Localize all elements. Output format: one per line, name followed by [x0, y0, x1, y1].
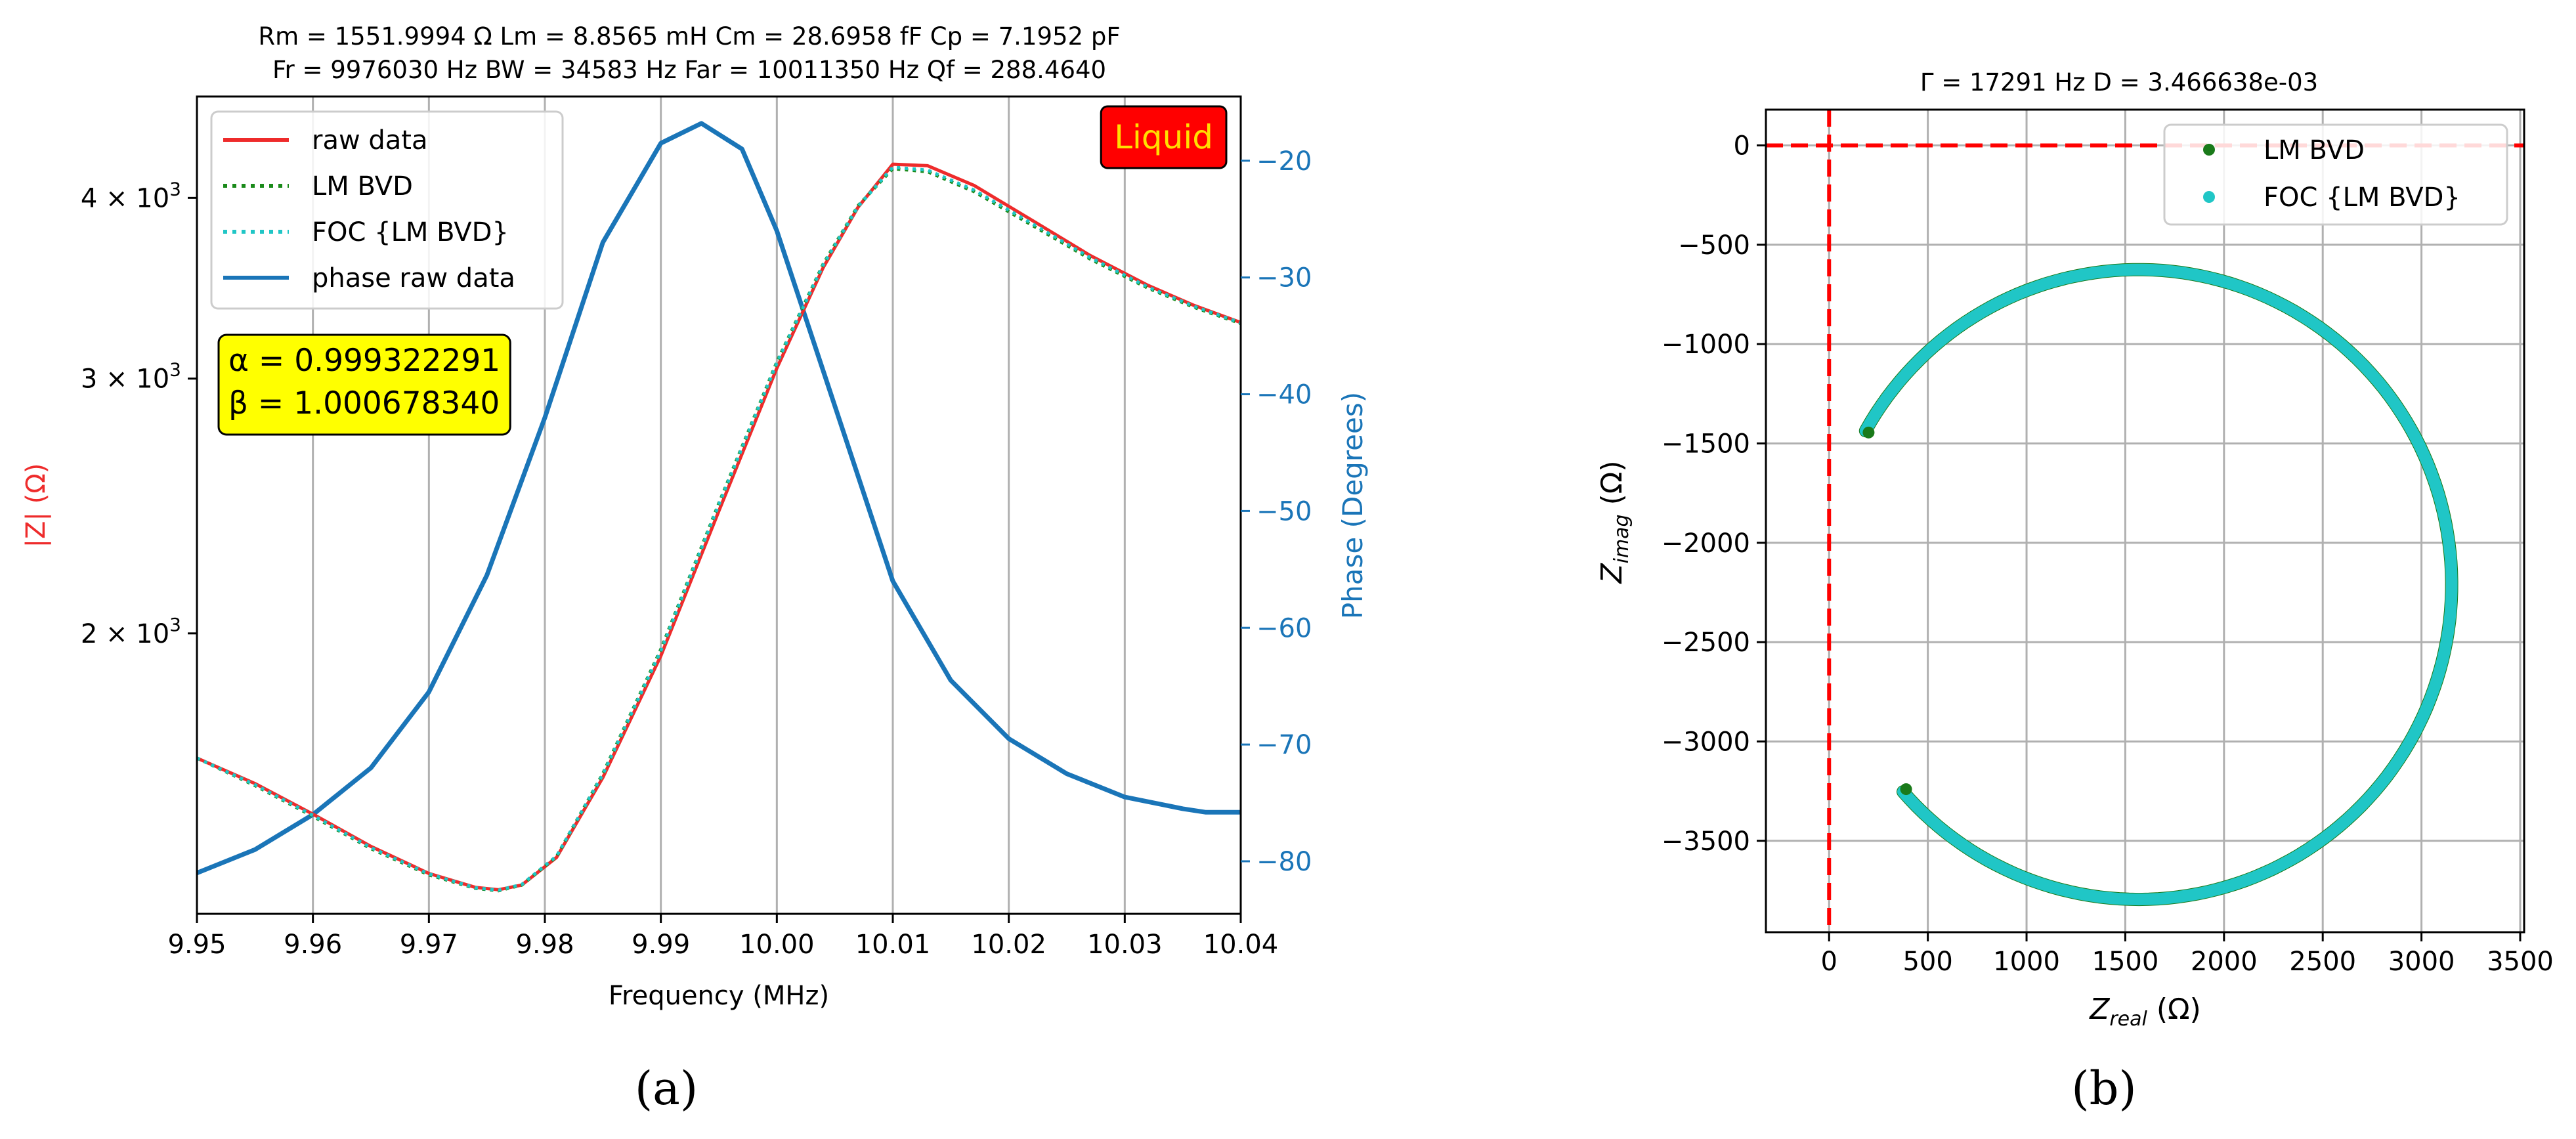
- panel-a-right-tick-label: −30: [1256, 263, 1312, 293]
- panel-a-x-tick-label: 9.96: [284, 930, 342, 960]
- legend-raw-data-label: raw data: [312, 125, 427, 156]
- panel-b-x-tick-label: 1500: [2092, 947, 2159, 977]
- panel-b-y-axis-subscript: imag: [1610, 514, 1633, 563]
- legend-lm-bvd-label: LM BVD: [312, 171, 413, 202]
- panel-b-x-ticks: 0 500 1000 1500 2000 2500 3000 3500: [1821, 932, 2554, 977]
- beta-value: β = 1.000678340: [228, 385, 500, 421]
- panel-a-left-tick-base: 4 × 10: [81, 183, 169, 213]
- panel-a-series: [197, 121, 1241, 893]
- legend-phase-label: phase raw data: [312, 263, 515, 293]
- panel-b-x-axis-symbol: Z: [2089, 993, 2110, 1026]
- panel-a-x-tick-label: 9.97: [400, 930, 458, 960]
- panel-b-arc-end-point: [1900, 783, 1912, 796]
- panel-b-legend: LM BVD FOC {LM BVD}: [2163, 123, 2508, 226]
- panel-b-arc-start-point: [1862, 426, 1875, 439]
- panel-a-left-tick-exponent: 3: [169, 178, 181, 200]
- panel-a-x-tick-label: 10.04: [1203, 930, 1279, 960]
- panel-b-chart: Γ = 17291 Hz D = 3.466638e-03 0 500 1000 15…: [1595, 68, 2554, 1115]
- panel-a-title-line1: Rm = 1551.9994 Ω Lm = 8.8565 mH Cm = 28.…: [258, 22, 1120, 51]
- panel-b-series-foc-lm-bvd: [1859, 263, 2458, 906]
- panel-b-x-axis-unit: (Ω): [2147, 993, 2201, 1026]
- panel-b-axes-frame: [1765, 108, 2525, 934]
- panel-a-right-tick-label: −20: [1256, 146, 1312, 177]
- legend-b-lm-bvd-label: LM BVD: [2264, 135, 2365, 165]
- panel-b-series: [1858, 263, 2458, 907]
- panel-b-x-tick-label: 3000: [2388, 947, 2455, 977]
- panel-b-y-tick-label: −3000: [1662, 727, 1750, 757]
- panel-b-x-axis-subscript: real: [2109, 1008, 2147, 1031]
- panel-a-right-tick-label: −60: [1256, 613, 1312, 643]
- panel-a-right-tick-label: −70: [1256, 730, 1312, 760]
- panel-b-y-tick-label: 0: [1734, 131, 1750, 161]
- panel-b-label: (b): [2071, 1062, 2136, 1115]
- panel-a-x-tick-label: 10.02: [971, 930, 1046, 960]
- panel-b-y-axis-unit: (Ω): [1595, 460, 1629, 514]
- panel-a-x-axis-label: Frequency (MHz): [609, 981, 829, 1011]
- panel-b-y-axis-label: Zimag (Ω): [1595, 460, 1633, 584]
- panel-a-label: (a): [635, 1062, 698, 1115]
- panel-a-series-foc-lm-bvd-: [197, 165, 1241, 892]
- panel-b-x-tick-label: 500: [1902, 947, 1952, 977]
- panel-b-y-ticks: 0 −500 −1000 −1500 −2000 −2500 −3000 −3500: [1662, 131, 1766, 857]
- legend-b-foc-marker: [2203, 191, 2215, 203]
- panel-a-x-tick-label: 10.00: [739, 930, 815, 960]
- panel-b-x-tick-label: 3500: [2487, 947, 2554, 977]
- panel-b-x-tick-label: 2500: [2289, 947, 2356, 977]
- panel-a-x-tick-label: 10.03: [1087, 930, 1163, 960]
- condition-label: Liquid: [1114, 118, 1213, 156]
- panel-b-legend-frame: [2163, 123, 2508, 226]
- panel-a-left-tick-label: 2 × 103: [81, 614, 181, 649]
- panel-b-x-tick-label: 0: [1821, 947, 1837, 977]
- panel-a-right-tick-label: −50: [1256, 496, 1312, 527]
- panel-a-left-tick-base: 2 × 10: [81, 619, 169, 649]
- legend-foc-label: FOC {LM BVD}: [312, 217, 509, 247]
- panel-a-left-tick-label: 3 × 103: [81, 359, 181, 395]
- panel-b-y-tick-label: −500: [1678, 230, 1750, 261]
- panel-b-x-axis-label: Zreal (Ω): [2089, 993, 2201, 1031]
- panel-a-left-axis-label: |Z| (Ω): [21, 463, 51, 548]
- panel-a-left-tick-label: 4 × 103: [81, 178, 181, 213]
- legend-b-lm-bvd-marker: [2203, 144, 2215, 156]
- panel-b-x-tick-label: 2000: [2191, 947, 2258, 977]
- panel-a-left-tick-exponent: 3: [169, 359, 181, 381]
- panel-b-y-tick-label: −2000: [1662, 528, 1750, 559]
- panel-a-legend: raw data LM BVD FOC {LM BVD} phase raw d…: [210, 110, 564, 310]
- panel-a-right-tick-label: −40: [1256, 380, 1312, 410]
- panel-a-right-ticks: −20 −30 −40 −50 −60 −70 −80: [1241, 146, 1312, 877]
- panel-a-title-line2: Fr = 9976030 Hz BW = 34583 Hz Far = 1001…: [272, 56, 1106, 84]
- alpha-value: α = 0.999322291: [228, 343, 500, 379]
- panel-b-y-tick-label: −1500: [1662, 429, 1750, 459]
- panel-a-left-tick-exponent: 3: [169, 614, 181, 635]
- panel-a-x-tick-label: 9.98: [515, 930, 574, 960]
- alpha-beta-box-frame: [217, 333, 511, 436]
- panel-a-x-tick-label: 9.95: [167, 930, 226, 960]
- panel-b-title: Γ = 17291 Hz D = 3.466638e-03: [1920, 68, 2318, 97]
- condition-box: Liquid: [1100, 105, 1228, 169]
- panel-b-y-tick-label: −1000: [1662, 330, 1750, 360]
- panel-a-chart: Rm = 1551.9994 Ω Lm = 8.8565 mH Cm = 28.…: [21, 22, 1369, 1115]
- panel-b-grid: [1766, 110, 2524, 932]
- panel-b-y-axis-symbol: Z: [1595, 563, 1629, 584]
- panel-a-x-tick-label: 10.01: [855, 930, 931, 960]
- legend-b-foc-label: FOC {LM BVD}: [2264, 183, 2460, 213]
- panel-a-right-axis-label: Phase (Degrees): [1337, 392, 1369, 619]
- condition-box-frame: [1100, 105, 1228, 169]
- panel-b-reference-lines: [1766, 110, 2524, 932]
- panel-a-left-tick-base: 3 × 10: [81, 364, 169, 395]
- panel-b-y-tick-label: −2500: [1662, 628, 1750, 658]
- panel-a-legend-frame: [210, 110, 564, 310]
- panel-a-right-tick-label: −80: [1256, 847, 1312, 877]
- panel-a-series-phase-raw-data: [197, 121, 1241, 876]
- panel-a-axes-frame: [196, 95, 1242, 915]
- panel-b-y-tick-label: −3500: [1662, 827, 1750, 857]
- panel-a-x-ticks: 9.95 9.96 9.97 9.98 9.99 10.00 10.01 10.02 10.03…: [167, 914, 1278, 960]
- panel-b-x-tick-label: 1000: [1993, 947, 2060, 977]
- alpha-beta-box: α = 0.999322291 β = 1.000678340: [217, 333, 511, 436]
- panel-a-x-tick-label: 9.99: [632, 930, 690, 960]
